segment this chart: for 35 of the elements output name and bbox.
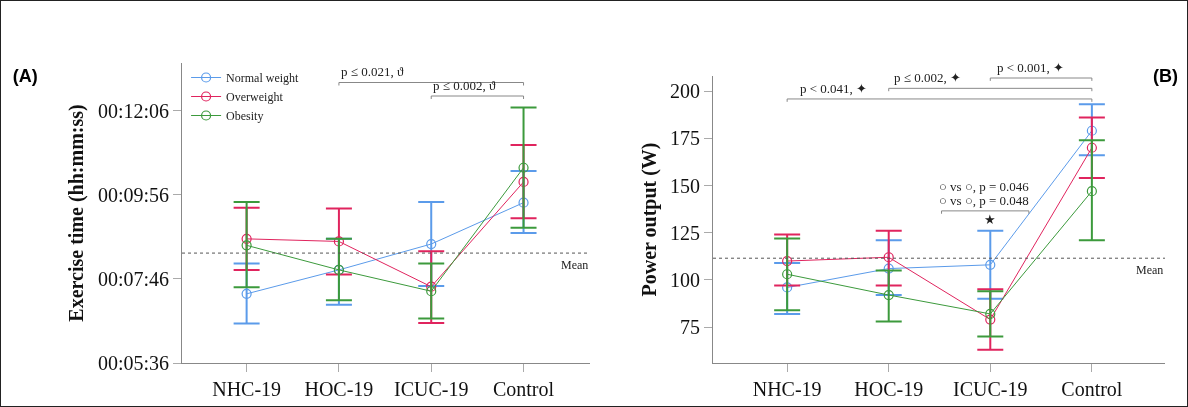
x-tick-label: ICUC-19 [394,378,469,400]
annotation: ○ vs ○, p = 0.048 [939,193,1029,208]
annotation: p ≤ 0.002, ✦ [894,70,961,85]
y-tick-label: 00:07:46 [97,267,169,290]
x-tick-label: Control [492,378,555,400]
y-tick-label: 200 [670,80,700,103]
y-tick-label: 175 [670,127,700,150]
ref-line-label: Mean [1136,263,1164,277]
annotation: ★ [984,212,996,227]
y-tick-label: 100 [670,268,700,291]
annotation: p ≤ 0.021, ϑ [341,64,404,79]
annotation: p < 0.041, ✦ [800,81,868,96]
y-tick-label: 150 [670,174,700,197]
chart-title: (B) [1153,66,1179,87]
x-tick-label: ICUC-19 [953,378,1028,400]
text: (A) [12,66,38,87]
x-tick-label: Control [1061,378,1123,400]
y-tick-label: 00:05:36 [97,352,169,374]
x-tick-label: HOC-19 [854,378,924,400]
x-tick-label: NHC-19 [212,378,282,400]
y-axis-title: Power output (W) [637,142,661,297]
legend-label: Normal weight [226,71,300,86]
legend-label: Overweight [226,90,284,105]
annotation: p ≤ 0.002, ϑ [433,78,496,93]
y-tick-label: 125 [670,221,700,244]
legend-label: Obesity [226,109,264,124]
y-tick-label: 75 [680,316,700,339]
x-tick-label: NHC-19 [752,378,822,400]
text: p < 0.001, ✦ [997,60,1065,75]
y-tick-label: 00:09:56 [97,183,169,206]
x-tick-label: HOC-19 [304,378,374,400]
annotation: ○ vs ○, p = 0.046 [939,179,1030,194]
ref-line-label: Mean [561,258,589,272]
y-axis-title: Exercise time (hh:mm:ss) [65,104,89,322]
y-tick-label: 00:12:06 [97,99,169,122]
